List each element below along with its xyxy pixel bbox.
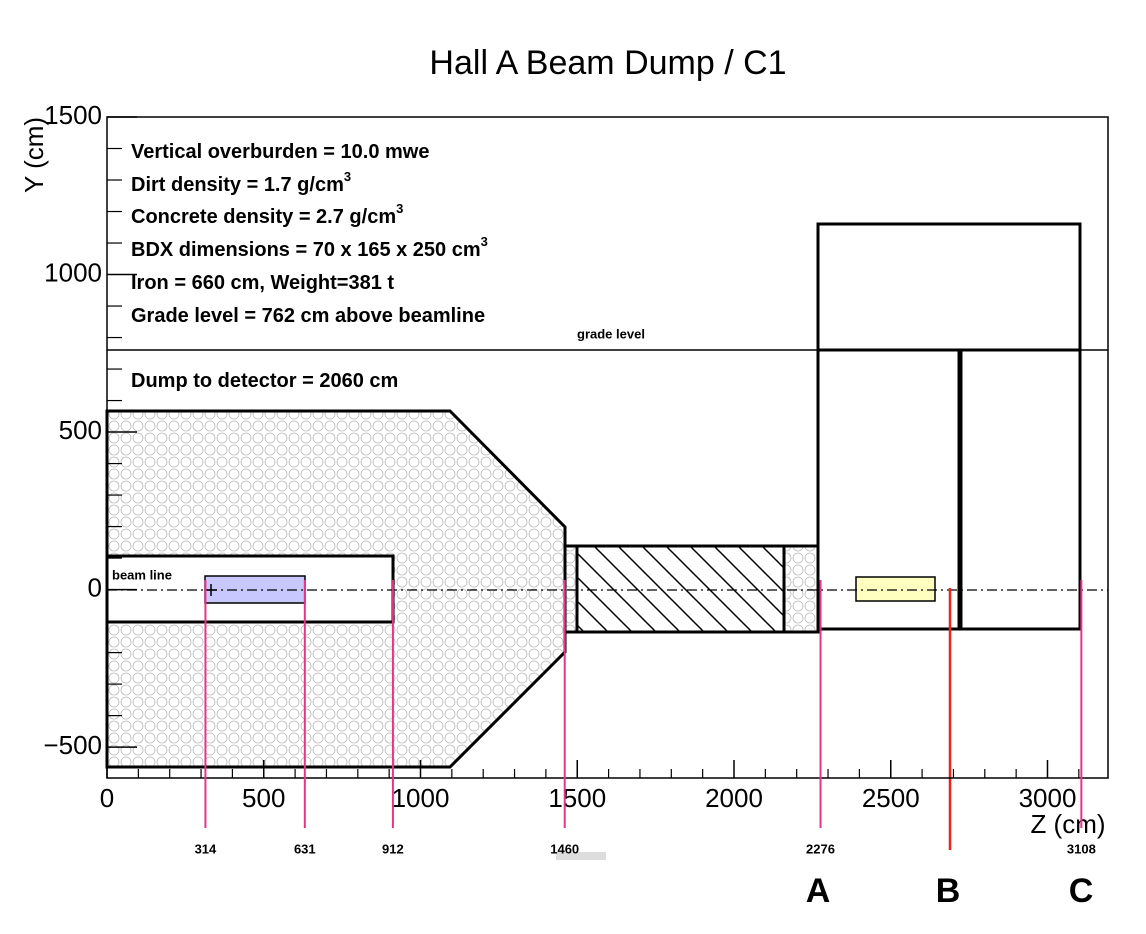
x-tick-label: 2000 bbox=[705, 783, 763, 813]
beam-label: beam line bbox=[112, 567, 172, 582]
info-text: Concrete density = 2.7 g/cm bbox=[131, 206, 396, 228]
info-text: Iron = 660 cm, Weight=381 t bbox=[131, 272, 394, 294]
info-sup: 3 bbox=[344, 169, 351, 184]
x-tick-label: 0 bbox=[100, 783, 114, 813]
position-label: 2276 bbox=[806, 841, 835, 856]
info-sup: 3 bbox=[481, 234, 488, 249]
info-line: Vertical overburden = 10.0 mwe bbox=[131, 141, 429, 163]
y-tick-label: 1000 bbox=[44, 257, 102, 287]
position-label: 631 bbox=[294, 841, 316, 856]
position-label: 314 bbox=[195, 841, 217, 856]
point-label: B bbox=[936, 872, 961, 910]
point-label: A bbox=[806, 872, 831, 910]
y-tick-label: 1500 bbox=[44, 100, 102, 130]
position-label: 912 bbox=[382, 841, 404, 856]
point-label: C bbox=[1069, 872, 1094, 910]
x-tick-label: 1500 bbox=[548, 783, 606, 813]
position-label: 1460 bbox=[550, 841, 579, 856]
x-tick-label: 1000 bbox=[392, 783, 450, 813]
x-tick-label: 500 bbox=[242, 783, 285, 813]
info-line: Concrete density = 2.7 g/cm3 bbox=[131, 201, 403, 228]
x-tick-label: 3000 bbox=[1019, 783, 1077, 813]
y-tick-label: −500 bbox=[43, 730, 102, 760]
info-text: Dump to detector = 2060 cm bbox=[131, 370, 398, 392]
grade-label: grade level bbox=[577, 326, 645, 341]
y-axis-label: Y (cm) bbox=[19, 117, 49, 193]
info-line: Iron = 660 cm, Weight=381 t bbox=[131, 272, 394, 294]
info-line: Dirt density = 1.7 g/cm3 bbox=[131, 169, 351, 196]
plot-frame bbox=[106, 116, 1109, 779]
info-sup: 3 bbox=[396, 201, 403, 216]
y-tick-label: 0 bbox=[88, 572, 102, 602]
y-tick-label: 500 bbox=[59, 415, 102, 445]
info-text: Vertical overburden = 10.0 mwe bbox=[131, 141, 429, 163]
info-text: BDX dimensions = 70 x 165 x 250 cm bbox=[131, 239, 481, 261]
x-tick-label: 2500 bbox=[862, 783, 920, 813]
position-label: 3108 bbox=[1067, 841, 1096, 856]
info-text: Dirt density = 1.7 g/cm bbox=[131, 174, 344, 196]
info-line: Grade level = 762 cm above beamline bbox=[131, 305, 485, 327]
info-text: Grade level = 762 cm above beamline bbox=[131, 305, 485, 327]
info-line: BDX dimensions = 70 x 165 x 250 cm3 bbox=[131, 234, 488, 261]
info-line: Dump to detector = 2060 cm bbox=[131, 370, 398, 392]
title: Hall A Beam Dump / C1 bbox=[429, 44, 786, 82]
x-axis-label: Z (cm) bbox=[1030, 809, 1105, 839]
